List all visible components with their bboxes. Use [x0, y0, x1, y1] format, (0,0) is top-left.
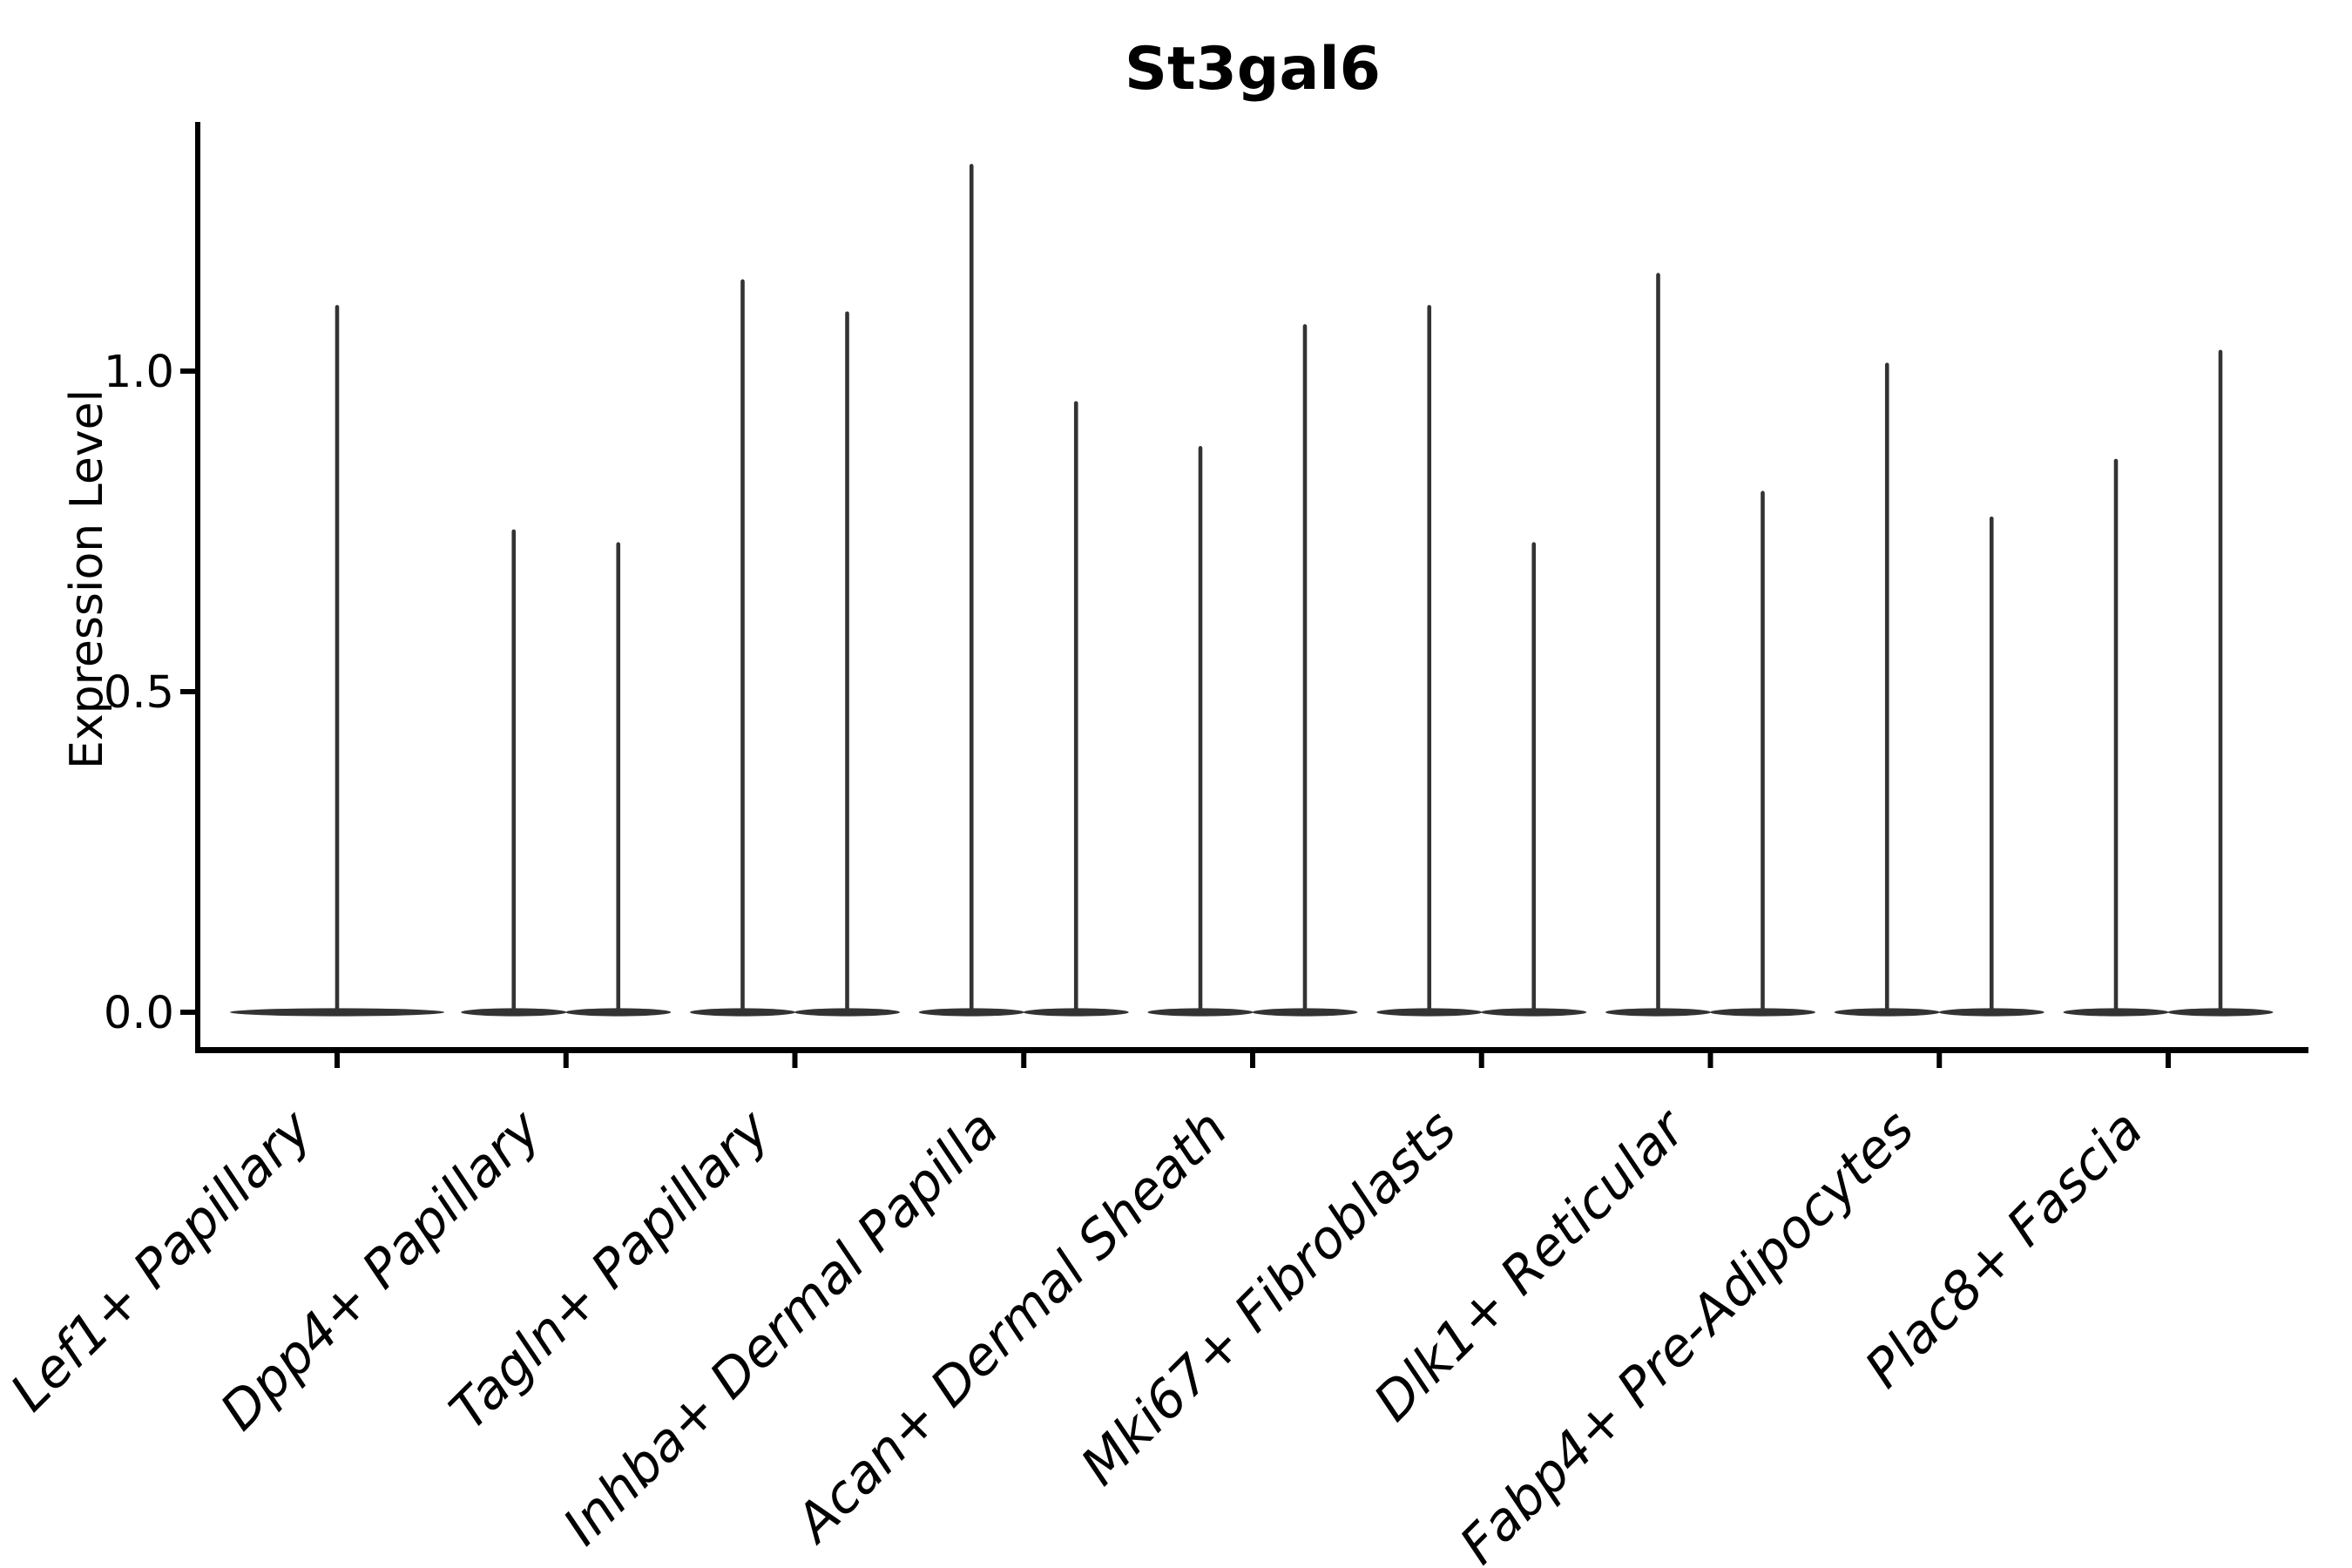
violin-group: [1834, 362, 2044, 1017]
violin-group: [1147, 324, 1358, 1017]
violin-group: [461, 529, 672, 1017]
x-tick-label: Acan+ Dermal Sheath: [782, 1098, 1240, 1556]
y-tick-label: 0.5: [104, 667, 174, 719]
violin-group: [2063, 349, 2274, 1017]
y-tick-label: 0.0: [104, 988, 174, 1039]
x-tick-label: Fabp4+ Pre-Adipocytes: [1449, 1098, 1926, 1568]
violin-group: [1376, 305, 1587, 1017]
violin-group: [1605, 273, 1815, 1017]
violin-group: [690, 279, 900, 1017]
x-tick-label: Mki67+ Fibroblasts: [1070, 1098, 1469, 1497]
violin-group: [230, 305, 444, 1017]
y-tick-label: 1.0: [104, 347, 174, 398]
plot-title: St3gal6: [1125, 35, 1381, 104]
violin-group: [918, 164, 1129, 1017]
x-tick-label: Inhba+ Dermal Papilla: [551, 1098, 1010, 1557]
